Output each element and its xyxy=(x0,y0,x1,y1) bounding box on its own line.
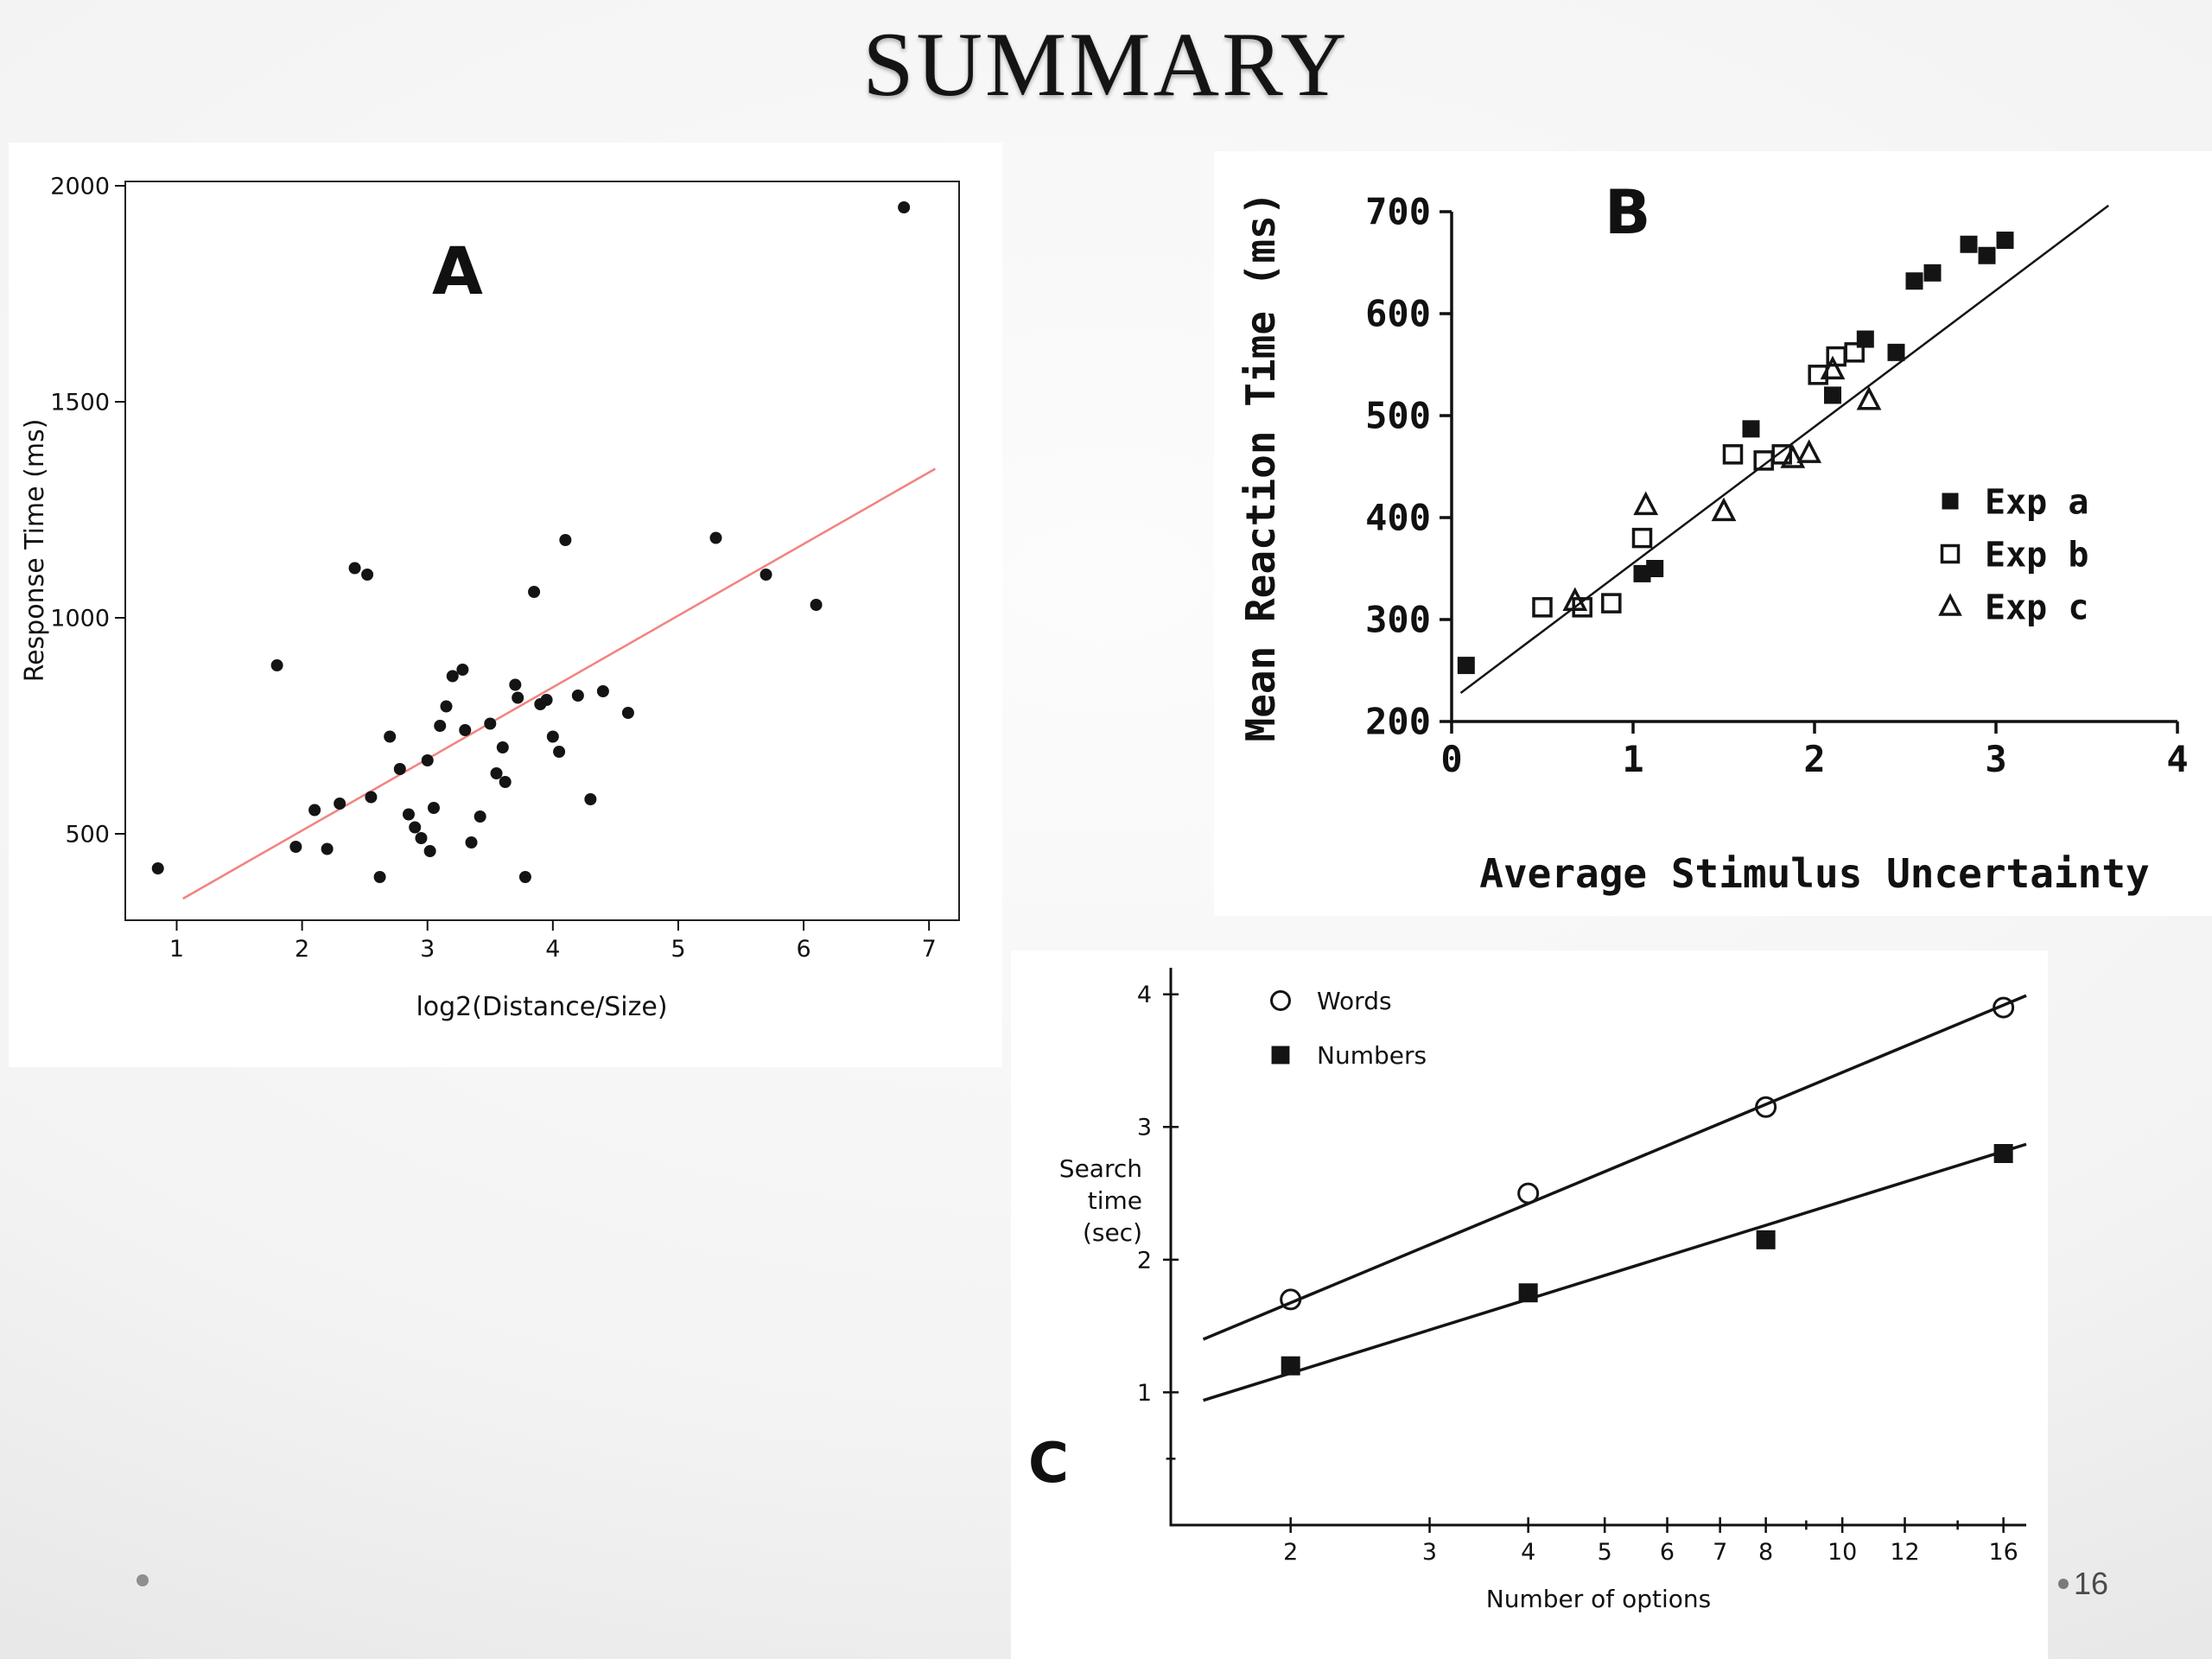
svg-text:C: C xyxy=(1028,1432,1069,1496)
svg-text:log2(Distance/Size): log2(Distance/Size) xyxy=(416,992,667,1022)
svg-text:5: 5 xyxy=(1598,1539,1612,1566)
svg-text:400: 400 xyxy=(1365,497,1431,539)
svg-text:300: 300 xyxy=(1365,599,1431,641)
svg-text:1000: 1000 xyxy=(50,605,110,632)
svg-text:1500: 1500 xyxy=(50,389,110,416)
svg-text:3: 3 xyxy=(1985,738,2006,780)
chart-panel-c: 2 3 4 5 6 7 8 10 12 16 1 2 3 4 Number of options Search… xyxy=(1011,950,2048,1659)
svg-text:Exp a: Exp a xyxy=(1985,482,2088,522)
svg-text:3: 3 xyxy=(420,936,435,963)
svg-text:8: 8 xyxy=(1758,1539,1773,1566)
chart-panel-a: 1 2 3 4 5 6 7 500 1000 1500 2000 log2(Distance/Size… xyxy=(9,143,1002,1067)
page-number-group: 16 xyxy=(2058,1566,2108,1602)
chart-panel-b: 0 1 2 3 4 200 300 400 500 600 700 Average Stimulus … xyxy=(1214,151,2212,916)
svg-text:4: 4 xyxy=(1137,982,1152,1008)
svg-text:4: 4 xyxy=(545,936,560,963)
svg-text:500: 500 xyxy=(65,821,110,848)
svg-text:700: 700 xyxy=(1365,191,1431,233)
svg-text:6: 6 xyxy=(1660,1539,1675,1566)
svg-text:(sec): (sec) xyxy=(1083,1218,1142,1247)
svg-text:A: A xyxy=(432,232,483,309)
svg-text:200: 200 xyxy=(1365,701,1431,743)
svg-text:3: 3 xyxy=(1422,1539,1437,1566)
svg-text:4: 4 xyxy=(1521,1539,1535,1566)
svg-text:7: 7 xyxy=(1713,1539,1727,1566)
svg-text:Average Stimulus Uncertainty: Average Stimulus Uncertainty xyxy=(1479,850,2149,897)
bullet-dot-left xyxy=(137,1574,149,1586)
svg-text:time: time xyxy=(1088,1186,1142,1215)
svg-text:7: 7 xyxy=(922,936,937,963)
svg-text:2: 2 xyxy=(1803,738,1825,780)
svg-text:1: 1 xyxy=(1622,738,1643,780)
page-number: 16 xyxy=(2074,1566,2109,1601)
svg-text:Search: Search xyxy=(1059,1154,1142,1183)
bullet-dot-right xyxy=(2058,1579,2069,1589)
svg-text:Exp b: Exp b xyxy=(1985,535,2088,575)
svg-text:4: 4 xyxy=(2166,738,2188,780)
svg-text:2000: 2000 xyxy=(50,173,110,200)
svg-text:500: 500 xyxy=(1365,395,1431,437)
svg-text:Exp c: Exp c xyxy=(1985,588,2088,627)
svg-text:5: 5 xyxy=(671,936,685,963)
slide-title: SUMMARY xyxy=(862,14,1350,115)
svg-text:Words: Words xyxy=(1317,987,1392,1015)
svg-text:Numbers: Numbers xyxy=(1317,1041,1427,1070)
svg-text:0: 0 xyxy=(1440,738,1462,780)
svg-text:1: 1 xyxy=(1137,1380,1152,1407)
svg-text:1: 1 xyxy=(169,936,184,963)
svg-text:Mean Reaction Time (ms): Mean Reaction Time (ms) xyxy=(1237,192,1284,742)
svg-text:B: B xyxy=(1605,177,1650,248)
hick-law-reaction-time-chart: 0 1 2 3 4 200 300 400 500 600 700 Average Stimulus … xyxy=(1237,177,2189,897)
svg-text:6: 6 xyxy=(796,936,810,963)
svg-text:Number of options: Number of options xyxy=(1486,1585,1711,1613)
svg-text:2: 2 xyxy=(1137,1247,1152,1274)
svg-text:2: 2 xyxy=(1283,1539,1298,1566)
svg-text:3: 3 xyxy=(1137,1115,1152,1141)
svg-text:12: 12 xyxy=(1890,1539,1919,1566)
svg-text:2: 2 xyxy=(295,936,309,963)
svg-text:10: 10 xyxy=(1827,1539,1857,1566)
svg-text:600: 600 xyxy=(1365,293,1431,335)
fitts-law-scatter-chart: 1 2 3 4 5 6 7 500 1000 1500 2000 log2(Distance/Size… xyxy=(20,173,960,1022)
svg-text:Response Time (ms): Response Time (ms) xyxy=(20,419,50,683)
svg-text:16: 16 xyxy=(1988,1539,2018,1566)
